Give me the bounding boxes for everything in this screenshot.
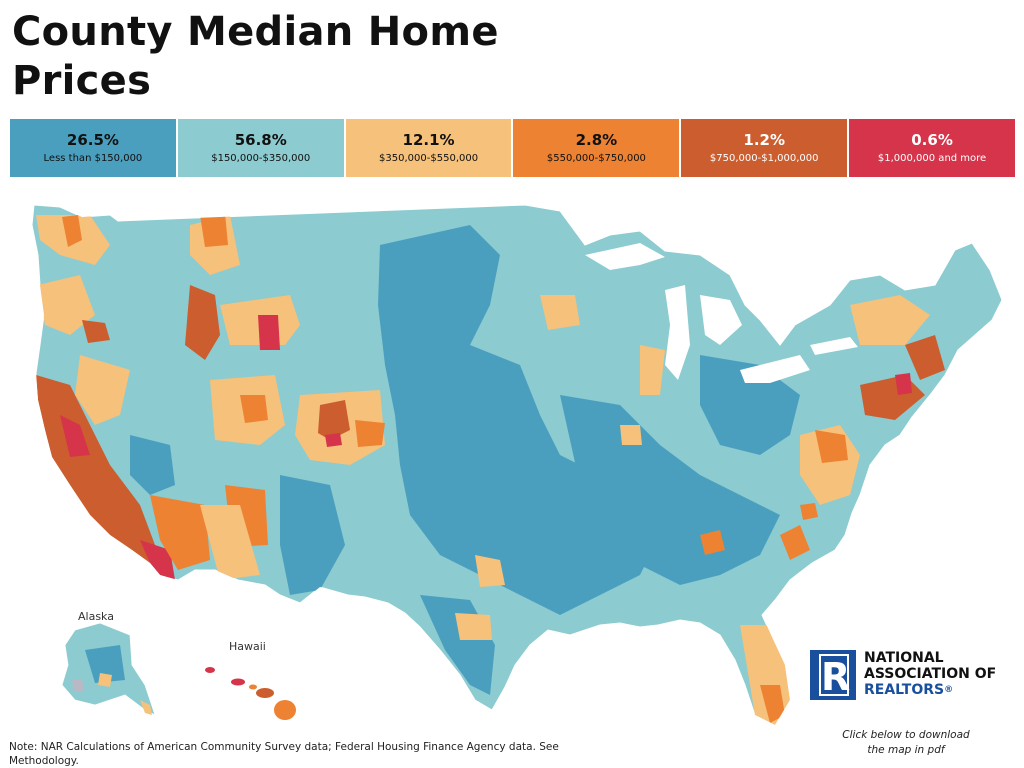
boise-region xyxy=(185,285,220,360)
minneapolis-region xyxy=(540,295,580,330)
atlanta-region xyxy=(700,530,725,555)
austin-region xyxy=(475,555,505,587)
seattle-region xyxy=(62,215,82,247)
park-city-region xyxy=(240,395,268,423)
legend-range: Less than $150,000 xyxy=(43,153,143,164)
download-pdf-link[interactable]: Click below to download the map in pdf xyxy=(842,729,970,756)
lake-superior xyxy=(585,243,665,270)
legend-item-550k-750k[interactable]: 2.8% $550,000-$750,000 xyxy=(513,119,682,177)
legend-item-150k-350k[interactable]: 56.8% $150,000-$350,000 xyxy=(177,119,346,177)
dc-region xyxy=(815,430,848,463)
legend-item-750k-1m[interactable]: 1.2% $750,000-$1,000,000 xyxy=(681,119,850,177)
new-england-region xyxy=(850,295,930,345)
nm-low-price-region xyxy=(280,475,345,595)
raleigh-region xyxy=(800,503,818,520)
arizona-region xyxy=(200,505,260,580)
legend-range: $150,000-$350,000 xyxy=(211,153,311,164)
hawaii-label: Hawaii xyxy=(229,640,266,653)
legend-item-under-150k[interactable]: 26.5% Less than $150,000 xyxy=(10,119,178,177)
chicago-region xyxy=(640,345,665,395)
lake-michigan xyxy=(665,285,690,380)
legend-range: $750,000-$1,000,000 xyxy=(709,153,819,164)
nar-logo[interactable]: R NATIONAL ASSOCIATION OF REALTORS® xyxy=(810,648,1015,704)
legend-percent: 1.2% xyxy=(743,131,786,149)
legend-range: $350,000-$550,000 xyxy=(379,153,479,164)
inland-california-region xyxy=(150,495,210,570)
alaska-inset[interactable] xyxy=(61,622,156,716)
lake-erie xyxy=(740,355,810,383)
hawaii-inset[interactable] xyxy=(205,667,296,720)
aspen-vail-region xyxy=(318,400,350,440)
page-title: County Median Home Prices xyxy=(12,9,499,104)
legend-item-350k-550k[interactable]: 12.1% $350,000-$550,000 xyxy=(345,119,514,177)
manhattan-top-price-region xyxy=(895,373,912,395)
central-california-region xyxy=(75,355,130,425)
legend-percent: 26.5% xyxy=(66,131,119,149)
nevada-low-price-region xyxy=(130,435,175,495)
boston-region xyxy=(905,335,945,380)
legend-range: $1,000,000 and more xyxy=(877,153,987,164)
lake-huron xyxy=(700,295,742,345)
bay-area-top-price-region xyxy=(60,415,90,457)
nashville-region xyxy=(620,425,642,445)
source-note: Note: NAR Calculations of American Commu… xyxy=(9,741,559,767)
legend-range: $550,000-$750,000 xyxy=(546,153,646,164)
aspen-top-price-region xyxy=(325,433,342,447)
bend-region xyxy=(82,320,110,343)
legend-item-over-1m[interactable]: 0.6% $1,000,000 and more xyxy=(849,119,1015,177)
price-legend: 26.5% Less than $150,000 56.8% $150,000-… xyxy=(10,119,1015,177)
houston-region xyxy=(455,613,492,640)
charleston-region xyxy=(780,525,810,560)
lake-ontario xyxy=(810,337,858,355)
legend-percent: 2.8% xyxy=(575,131,618,149)
oregon-region xyxy=(38,275,95,335)
legend-percent: 56.8% xyxy=(234,131,287,149)
miami-region xyxy=(760,685,785,723)
nar-logo-text: NATIONAL ASSOCIATION OF REALTORS® xyxy=(864,650,997,698)
alaska-label: Alaska xyxy=(78,610,114,623)
realtor-r-icon: R xyxy=(810,650,856,700)
county-regions xyxy=(36,213,945,725)
plains-low-price-region xyxy=(378,225,660,615)
legend-percent: 12.1% xyxy=(402,131,455,149)
montana-high-region xyxy=(200,213,228,247)
denver-region xyxy=(355,420,385,447)
county-price-map[interactable] xyxy=(0,195,1024,725)
south-central-low-price-region xyxy=(560,395,780,585)
jackson-top-price-region xyxy=(258,315,280,350)
legend-percent: 0.6% xyxy=(911,131,953,149)
